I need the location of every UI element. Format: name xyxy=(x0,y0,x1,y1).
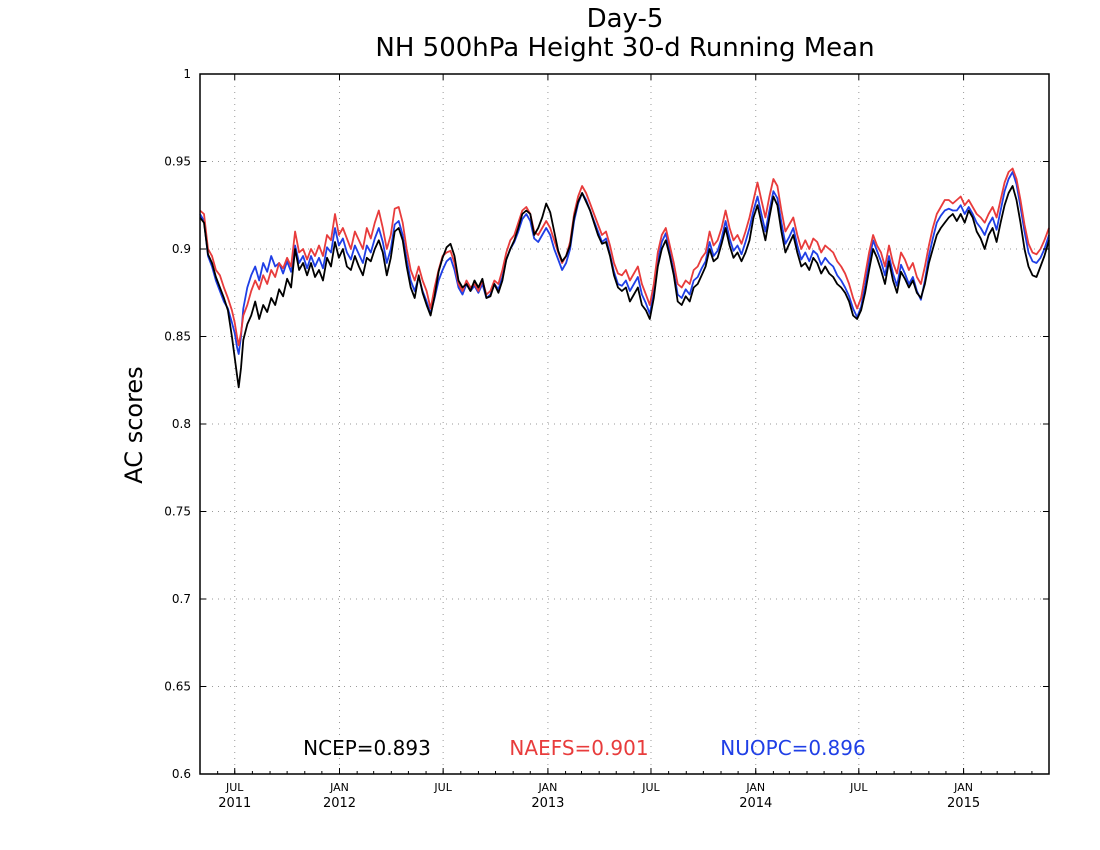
chart-subtitle: NH 500hPa Height 30-d Running Mean xyxy=(375,33,875,63)
x-tick-month-label: JAN xyxy=(745,781,765,794)
plot-frame xyxy=(199,73,1050,775)
x-tick-month-label: JAN xyxy=(329,781,349,794)
x-tick-year-label: 2014 xyxy=(739,796,772,811)
y-axis: 0.6 0.65 0.7 0.75 0.8 0.85 0.9 0.95 1 xyxy=(164,67,1049,781)
y-axis-label: AC scores xyxy=(120,366,148,483)
x-tick-year-label: 2015 xyxy=(947,796,980,811)
legend-entry-nuopc: NUOPC=0.896 xyxy=(720,736,865,760)
legend-entry-ncep: NCEP=0.893 xyxy=(303,736,431,760)
x-tick-month-label: JUL xyxy=(849,781,868,794)
x-tick-month-label: JAN xyxy=(538,781,558,794)
x-tick-year-label: 2013 xyxy=(531,796,564,811)
chart-title: Day-5 xyxy=(586,4,664,34)
x-tick-month-label: JAN xyxy=(953,781,973,794)
x-tick-year-label: 2012 xyxy=(323,796,356,811)
y-tick-label: 0.95 xyxy=(164,155,191,169)
legend-entry-naefs: NAEFS=0.901 xyxy=(509,736,648,760)
y-tick-label: 0.85 xyxy=(164,330,191,344)
legend: NCEP=0.893 NAEFS=0.901 NUOPC=0.896 xyxy=(303,736,866,760)
y-tick-label: 0.7 xyxy=(172,592,191,606)
x-tick-year-label: 2011 xyxy=(218,796,251,811)
y-tick-label: 0.9 xyxy=(172,242,191,256)
y-tick-label: 1 xyxy=(183,67,191,81)
series-line-ncep xyxy=(199,185,1050,389)
x-tick-month-label: JUL xyxy=(641,781,660,794)
series-line-naefs xyxy=(199,167,1050,347)
x-tick-month-label: JUL xyxy=(433,781,452,794)
x-tick-month-label: JUL xyxy=(225,781,244,794)
y-tick-label: 0.65 xyxy=(164,680,191,694)
series-lines xyxy=(199,167,1050,389)
y-tick-label: 0.8 xyxy=(172,417,191,431)
series-line-nuopc xyxy=(199,171,1050,355)
grid-lines xyxy=(200,74,1049,774)
y-tick-label: 0.6 xyxy=(172,767,191,781)
y-tick-label: 0.75 xyxy=(164,505,191,519)
x-axis: JUL 2011 JAN 2012 JUL JAN 2013 JUL JAN 2014 JUL JAN… xyxy=(199,74,1033,811)
